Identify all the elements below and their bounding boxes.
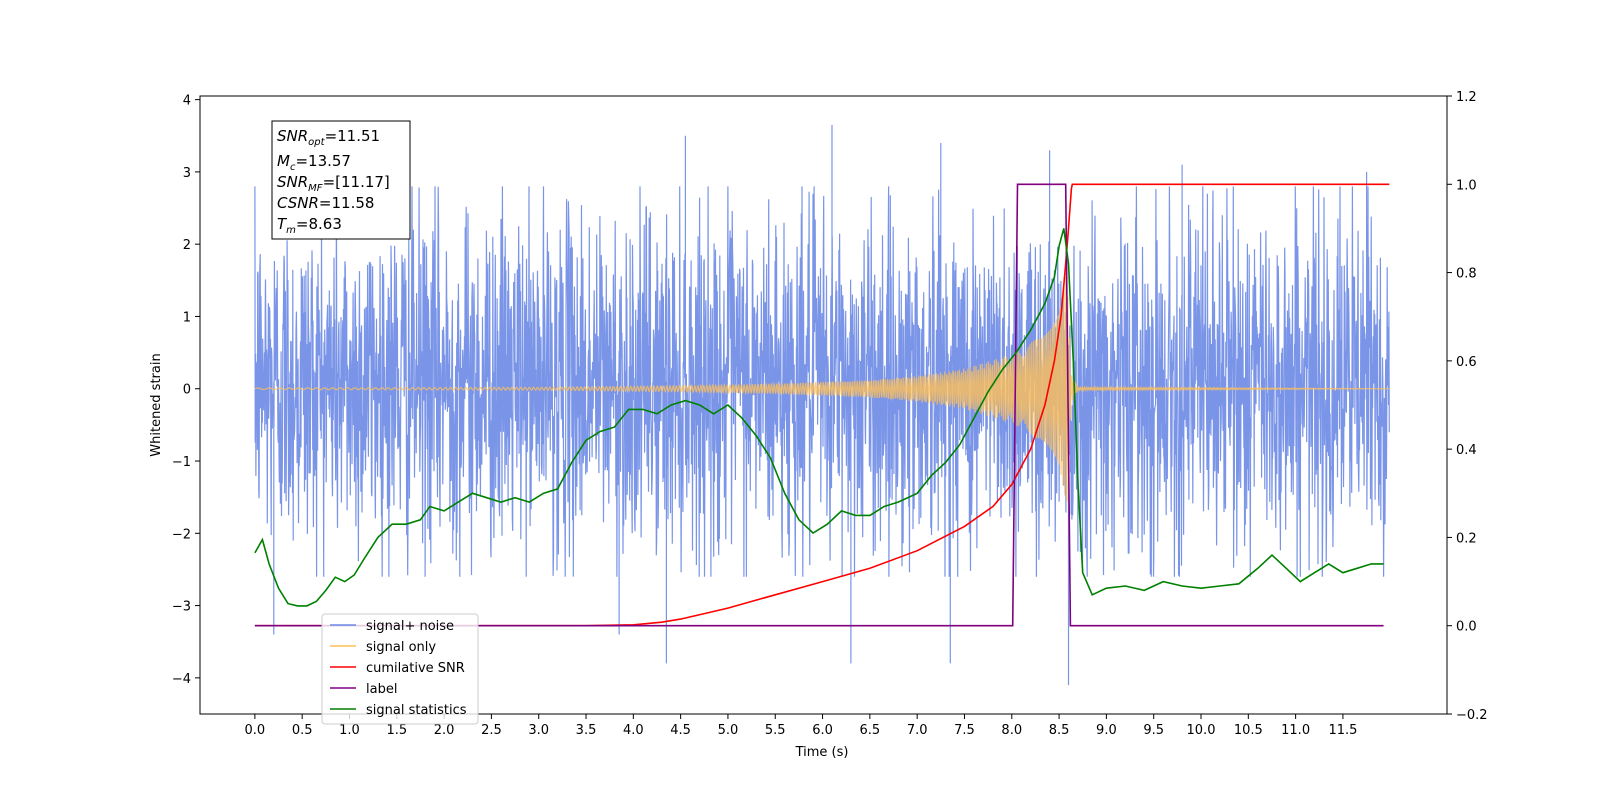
legend-item: signal only [330,640,436,655]
x-tick-label: 3.0 [528,723,549,738]
x-tick-label: 8.5 [1049,723,1070,738]
legend-item: signal+ noise [330,619,454,634]
legend-item: label [330,682,397,697]
y-left-tick-label: −4 [172,672,191,687]
legend-label: label [366,682,397,697]
annotation-tm: Tm=8.63 [277,215,342,236]
y-left-tick-label: −2 [172,527,191,542]
x-tick-label: 8.0 [1001,723,1022,738]
y-right-tick-label: 0.8 [1456,267,1477,282]
annotation-box: SNRopt=11.51 Mc=13.57 SNRMF=[11.17] CSNR… [271,120,411,240]
x-tick-label: 11.0 [1281,723,1310,738]
legend-label: signal+ noise [366,619,454,634]
x-tick-label: 0.5 [292,723,313,738]
legend-label: signal only [366,640,436,655]
legend-item: cumilative SNR [330,661,465,676]
y-left-tick-label: 4 [183,94,191,109]
x-tick-label: 5.5 [765,723,786,738]
x-tick-label: 10.0 [1187,723,1216,738]
x-tick-label: 2.5 [481,723,502,738]
y-right-tick-label: 1.2 [1456,90,1477,105]
y-axis-right: 1.2 1.0 0.8 0.6 0.4 0.2 0.0 −0.2 [1447,90,1488,723]
x-axis-label: Time (s) [795,745,849,760]
x-tick-label: 9.0 [1096,723,1117,738]
legend: signal+ noise signal only cumilative SNR… [321,613,479,725]
y-axis-label: Whitened strain [149,353,164,456]
x-tick-label: 6.0 [812,723,833,738]
x-tick-label: 7.5 [954,723,975,738]
y-left-tick-label: −3 [172,600,191,615]
annotation-snr-mf: SNRMF=[11.17] [277,173,390,194]
y-left-tick-label: −1 [172,455,191,470]
x-tick-label: 1.0 [339,723,360,738]
x-tick-label: 5.0 [718,723,739,738]
y-left-tick-label: 0 [183,383,191,398]
series-signal-only [254,276,1390,502]
x-tick-label: 9.5 [1143,723,1164,738]
y-right-tick-label: 1.0 [1456,178,1477,193]
y-right-tick-label: 0.2 [1456,531,1477,546]
annotation-csnr: CSNR=11.58 [277,194,374,212]
y-right-tick-label: 0.6 [1456,355,1477,370]
legend-item: signal statistics [330,703,467,718]
x-tick-label: 4.5 [670,723,691,738]
annotation-mc: Mc=13.57 [277,152,351,173]
y-left-tick-label: 1 [183,310,191,325]
x-tick-label: 6.5 [860,723,881,738]
x-tick-label: 10.5 [1234,723,1263,738]
series-signal-noise [254,124,1390,686]
y-left-tick-label: 3 [183,166,191,181]
y-axis-left: 4 3 2 1 0 −1 −2 −3 −4 [172,94,200,687]
x-tick-label: 2.0 [434,723,455,738]
legend-label: cumilative SNR [366,661,465,676]
y-left-tick-label: 2 [183,238,191,253]
series-label [254,183,1384,627]
x-axis: 0.0 0.5 1.0 1.5 2.0 2.5 3.0 3.5 4.0 4.5 5.0 5.5 6.0 6… [245,714,1357,738]
y-right-tick-label: 0.0 [1456,620,1477,635]
legend-label: signal statistics [366,703,467,718]
series-signal-statistics [254,228,1384,607]
x-tick-label: 1.5 [386,723,407,738]
plot-area [254,124,1390,686]
x-tick-label: 3.5 [576,723,597,738]
x-tick-label: 11.5 [1328,723,1357,738]
x-tick-label: 4.0 [623,723,644,738]
x-tick-label: 7.0 [907,723,928,738]
plot-frame [199,95,1448,715]
y-right-tick-label: −0.2 [1456,708,1488,723]
x-tick-label: 0.0 [245,723,266,738]
annotation-snr-opt: SNRopt=11.51 [277,127,380,148]
y-right-tick-label: 0.4 [1456,443,1477,458]
